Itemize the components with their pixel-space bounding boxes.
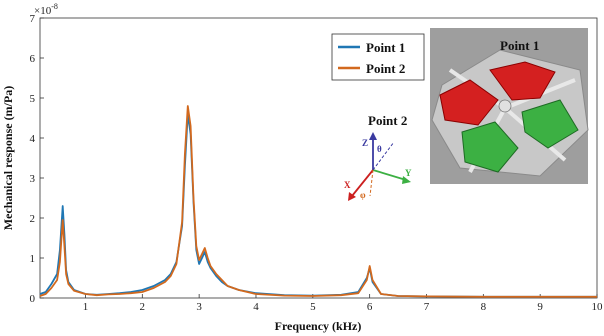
x-tick-label: 7 bbox=[424, 301, 430, 313]
z-axis-arrowhead bbox=[369, 132, 377, 140]
green-electrode-right bbox=[521, 99, 579, 149]
y-tick-label: 0 bbox=[30, 293, 36, 305]
legend: Point 1 Point 2 bbox=[331, 33, 425, 81]
y-tick-label: 1 bbox=[30, 253, 36, 265]
x-tick-label: 1 bbox=[83, 301, 89, 313]
legend-label-point2: Point 2 bbox=[366, 61, 405, 76]
plot-frame bbox=[39, 17, 598, 299]
x-tick-label: 2 bbox=[140, 301, 146, 313]
phi-label: φ bbox=[360, 190, 366, 200]
x-tick-label: 5 bbox=[310, 301, 316, 313]
inset-label-point1: Point 1 bbox=[500, 38, 539, 53]
x-tick-label: 10 bbox=[592, 301, 604, 313]
y-tick-label: 4 bbox=[30, 133, 36, 145]
x-tick-label: 3 bbox=[196, 301, 202, 313]
y-axis-arrowhead bbox=[402, 176, 411, 184]
series-layer bbox=[39, 105, 597, 298]
y-tick-label: 6 bbox=[30, 53, 36, 65]
y-multiplier: ×10-8 bbox=[34, 2, 58, 17]
red-electrode-left bbox=[439, 79, 499, 126]
legend-label-point1: Point 1 bbox=[366, 40, 405, 55]
y-tick-label: 5 bbox=[30, 93, 36, 105]
y-tick-label: 2 bbox=[30, 213, 36, 225]
device-inset: Point 1 bbox=[430, 28, 589, 184]
y-axis-glyph-label: Y bbox=[405, 168, 412, 178]
green-electrode-bottom bbox=[461, 121, 519, 173]
device-center bbox=[498, 99, 512, 113]
x-tick-label: 6 bbox=[367, 301, 373, 313]
y-tick-label: 7 bbox=[30, 13, 36, 25]
series-line-point-2 bbox=[39, 105, 597, 298]
x-axis-arrowhead bbox=[348, 192, 356, 201]
x-axis-arrow bbox=[351, 169, 374, 197]
y-axis-arrow bbox=[372, 169, 407, 181]
x-axis-label: Frequency (kHz) bbox=[275, 319, 362, 333]
y-tick-label: 3 bbox=[30, 173, 36, 185]
y-axis-label: Mechanical response (m/Pa) bbox=[1, 86, 15, 230]
direction-dashed bbox=[372, 141, 395, 171]
x-tick-label: 9 bbox=[537, 301, 543, 313]
coordinate-axes: Z X Y θ φ bbox=[344, 132, 412, 201]
theta-label: θ bbox=[377, 144, 382, 154]
red-electrode-top bbox=[489, 61, 556, 101]
legend-box bbox=[331, 33, 425, 81]
inset-label-point2: Point 2 bbox=[368, 113, 407, 128]
x-tick-label: 8 bbox=[481, 301, 487, 313]
z-axis-label: Z bbox=[362, 138, 368, 148]
y-tick-labels: 0 1 2 3 4 5 6 7 bbox=[30, 13, 44, 305]
projection-dashed bbox=[369, 169, 374, 197]
x-axis-glyph-label: X bbox=[344, 180, 351, 190]
x-tick-label: 4 bbox=[253, 301, 259, 313]
